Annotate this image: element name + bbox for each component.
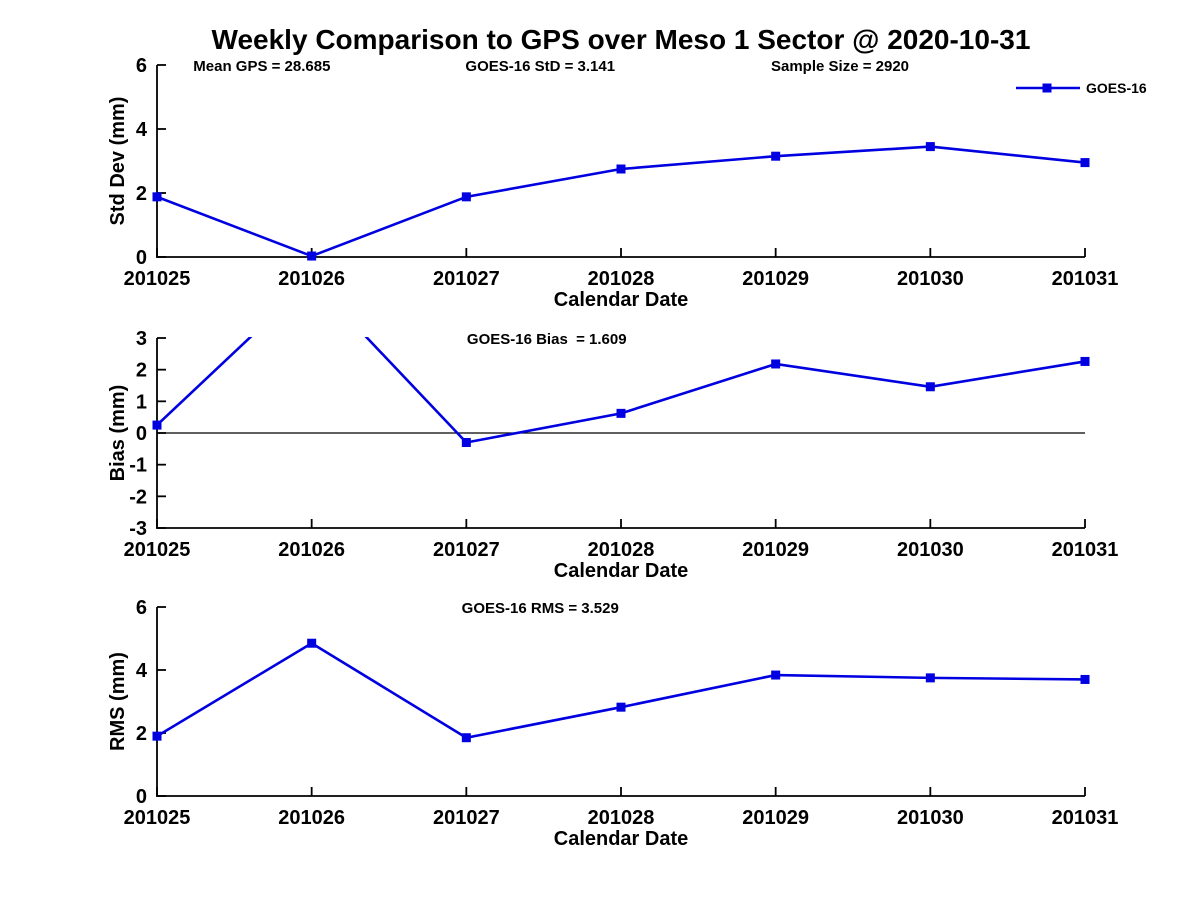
data-point-marker — [307, 638, 317, 648]
y-tick-label: 0 — [136, 247, 147, 269]
x-tick-label: 201028 — [588, 539, 655, 561]
y-axis-label: RMS (mm) — [107, 652, 129, 751]
annotation-text: GOES-16 Bias = 1.609 — [467, 331, 627, 348]
y-tick-label: -2 — [129, 486, 147, 508]
data-point-marker — [1080, 158, 1090, 168]
x-tick-label: 201029 — [742, 807, 809, 829]
y-axis-label: Bias (mm) — [107, 385, 129, 482]
y-tick-label: 6 — [136, 597, 147, 619]
y-tick-label: 4 — [136, 660, 148, 682]
x-tick-label: 201027 — [433, 807, 500, 829]
y-axis-label: Std Dev (mm) — [107, 97, 129, 226]
data-line-goes-16 — [157, 145, 1086, 258]
annotation-text: GOES-16 StD = 3.141 — [465, 58, 615, 75]
x-tick-label: 201026 — [278, 268, 345, 290]
y-tick-label: 0 — [136, 423, 147, 445]
data-point-marker — [616, 164, 626, 174]
x-tick-label: 201028 — [588, 807, 655, 829]
x-tick-label: 201031 — [1052, 539, 1119, 561]
annotation-text: GOES-16 RMS = 3.529 — [462, 600, 619, 617]
data-point-marker — [771, 670, 781, 680]
data-point-marker — [461, 733, 471, 743]
x-tick-label: 201027 — [433, 268, 500, 290]
subplot-bias: -3 -2 -1 0 1 2 3 201025 201026 201027 201028 201029… — [107, 328, 1119, 582]
x-tick-label: 201030 — [897, 807, 964, 829]
data-point-marker — [152, 192, 162, 202]
data-point-marker — [616, 408, 626, 418]
data-line-goes-16 — [157, 641, 1086, 740]
data-point-marker — [1080, 674, 1090, 684]
x-tick-label: 201030 — [897, 268, 964, 290]
y-tick-label: 2 — [136, 723, 147, 745]
x-tick-label: 201026 — [278, 807, 345, 829]
x-tick-label: 201025 — [124, 539, 191, 561]
x-tick-label: 201031 — [1052, 268, 1119, 290]
data-point-marker — [925, 382, 935, 392]
annotation-text: Mean GPS = 28.685 — [193, 58, 330, 75]
figure-title: Weekly Comparison to GPS over Meso 1 Sec… — [211, 24, 1031, 55]
data-point-marker — [925, 142, 935, 152]
y-tick-label: -3 — [129, 518, 147, 540]
data-point-marker — [1080, 356, 1090, 366]
y-tick-label: 6 — [136, 55, 147, 77]
x-tick-label: 201031 — [1052, 807, 1119, 829]
x-tick-label: 201025 — [124, 807, 191, 829]
x-axis-label: Calendar Date — [554, 560, 689, 582]
x-tick-label: 201026 — [278, 539, 345, 561]
x-tick-label: 201027 — [433, 539, 500, 561]
legend-label: GOES-16 — [1086, 80, 1147, 96]
data-point-marker — [771, 151, 781, 161]
y-tick-label: 2 — [136, 360, 147, 382]
x-tick-label: 201028 — [588, 268, 655, 290]
y-tick-label: 2 — [136, 183, 147, 205]
x-tick-label: 201029 — [742, 539, 809, 561]
y-tick-label: 3 — [136, 328, 147, 350]
data-point-marker — [925, 673, 935, 683]
subplot-std-dev: 0 2 4 6 201025 201026 201027 201028 201029 201030… — [107, 55, 1118, 311]
data-point-marker — [152, 731, 162, 741]
legend-marker-icon — [1042, 83, 1052, 93]
y-tick-label: -1 — [129, 455, 147, 477]
x-axis-label: Calendar Date — [554, 828, 689, 850]
y-tick-label: 1 — [136, 391, 147, 413]
data-point-marker — [152, 420, 162, 430]
data-point-marker — [461, 192, 471, 202]
y-tick-label: 0 — [136, 786, 147, 808]
legend: GOES-16 — [1016, 80, 1147, 96]
x-axis-label: Calendar Date — [554, 289, 689, 311]
x-tick-label: 201025 — [124, 268, 191, 290]
data-point-marker — [616, 702, 626, 712]
x-tick-label: 201030 — [897, 539, 964, 561]
data-point-marker — [771, 359, 781, 369]
subplot-rms: 0 2 4 6 201025 201026 201027 201028 201029 201030… — [107, 597, 1118, 850]
y-tick-label: 4 — [136, 119, 148, 141]
data-point-marker — [461, 438, 471, 447]
x-tick-label: 201029 — [742, 268, 809, 290]
annotation-text: Sample Size = 2920 — [771, 58, 909, 75]
data-point-marker — [307, 251, 317, 261]
